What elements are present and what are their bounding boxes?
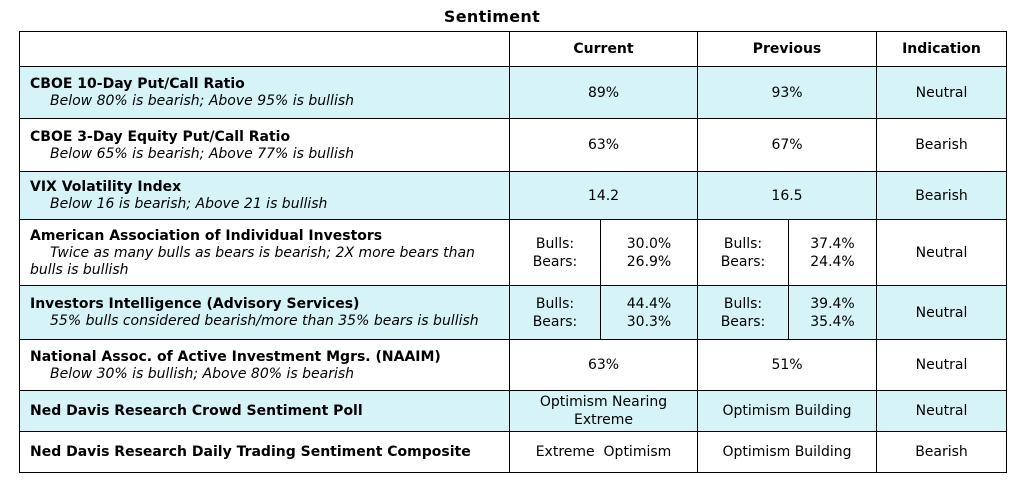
indicator-cell: Ned Davis Research Daily Trading Sentime…	[19, 431, 510, 473]
indicator-cell: Ned Davis Research Crowd Sentiment Poll	[19, 390, 510, 432]
indication-value: Neutral	[876, 66, 1007, 119]
current-value: Optimism Nearing Extreme	[509, 390, 698, 432]
previous-value: Optimism Building	[697, 431, 877, 473]
table-row: American Association of Individual Inves…	[19, 219, 1007, 286]
bulls-value: 39.4%	[810, 295, 855, 312]
bulls-label: Bulls:	[535, 295, 575, 312]
indicator-cell: VIX Volatility Index Below 16 is bearish…	[19, 171, 510, 220]
indication-value: Bearish	[876, 171, 1007, 220]
bulls-label: Bulls:	[535, 235, 575, 252]
indicator-description: Twice as many bulls as bears is bearish;…	[50, 244, 475, 261]
indicator-cell: National Assoc. of Active Investment Mgr…	[19, 339, 510, 391]
current-split-cell: Bulls: Bears: 44.4% 30.3%	[509, 285, 698, 340]
previous-value: 16.5	[697, 171, 877, 220]
table-row: VIX Volatility Index Below 16 is bearish…	[19, 171, 1007, 220]
header-row: Current Previous Indication	[19, 31, 1007, 67]
indication-value: Neutral	[876, 285, 1007, 340]
bulls-value: 44.4%	[626, 295, 672, 312]
indication-value: Neutral	[876, 390, 1007, 432]
bulls-label: Bulls:	[723, 295, 763, 312]
bears-value: 24.4%	[810, 253, 855, 270]
bears-value: 26.9%	[626, 253, 672, 270]
table-row: Ned Davis Research Crowd Sentiment Poll …	[19, 390, 1007, 432]
header-previous: Previous	[697, 31, 877, 67]
bears-label: Bears:	[532, 253, 578, 270]
table-row: Investors Intelligence (Advisory Service…	[19, 285, 1007, 340]
indicator-cell: CBOE 3-Day Equity Put/Call Ratio Below 6…	[19, 118, 510, 172]
table-row: Ned Davis Research Daily Trading Sentime…	[19, 431, 1007, 473]
indicator-name: National Assoc. of Active Investment Mgr…	[30, 348, 441, 365]
previous-value: 51%	[697, 339, 877, 391]
indicator-name: CBOE 10-Day Put/Call Ratio	[30, 76, 245, 92]
indicator-cell: Investors Intelligence (Advisory Service…	[19, 285, 510, 340]
table-row: CBOE 10-Day Put/Call Ratio Below 80% is …	[19, 66, 1007, 119]
indicator-cell: CBOE 10-Day Put/Call Ratio Below 80% is …	[19, 66, 510, 119]
current-value: 63%	[509, 339, 698, 391]
header-indicator	[19, 31, 510, 67]
bulls-label: Bulls:	[723, 235, 763, 252]
previous-value: 67%	[697, 118, 877, 172]
previous-value: 93%	[697, 66, 877, 119]
indicator-name: VIX Volatility Index	[30, 179, 182, 195]
indicator-description: Below 16 is bearish; Above 21 is bullish	[50, 196, 328, 212]
table-row: National Assoc. of Active Investment Mgr…	[19, 339, 1007, 391]
indicator-description: 55% bulls considered bearish/more than 3…	[50, 313, 479, 329]
bears-label: Bears:	[532, 313, 578, 330]
current-value: 14.2	[509, 171, 698, 220]
bulls-value: 30.0%	[626, 235, 672, 252]
indicator-cell: American Association of Individual Inves…	[19, 219, 510, 286]
table-title: Sentiment	[443, 7, 541, 26]
indicator-name: Ned Davis Research Daily Trading Sentime…	[30, 444, 471, 460]
indicator-name: Investors Intelligence (Advisory Service…	[30, 296, 360, 312]
sentiment-table: Current Previous Indication CBOE 10-Day …	[19, 31, 1007, 473]
indicator-description: Below 80% is bearish; Above 95% is bulli…	[50, 93, 355, 109]
current-split-cell: Bulls: Bears: 30.0% 26.9%	[509, 219, 698, 286]
bears-value: 30.3%	[626, 313, 672, 330]
indicator-name: CBOE 3-Day Equity Put/Call Ratio	[30, 128, 291, 145]
current-value: Extreme Optimism	[509, 431, 698, 473]
current-value: 89%	[509, 66, 698, 119]
header-indication: Indication	[876, 31, 1007, 67]
indicator-name: Ned Davis Research Crowd Sentiment Poll	[30, 403, 363, 419]
current-value-line2: Extreme	[574, 412, 633, 428]
indicator-description: Below 30% is bullish; Above 80% is beari…	[50, 365, 355, 382]
bears-label: Bears:	[720, 253, 766, 270]
previous-split-cell: Bulls: Bears: 39.4% 35.4%	[697, 285, 877, 340]
previous-split-cell: Bulls: Bears: 37.4% 24.4%	[697, 219, 877, 286]
indicator-description: Below 65% is bearish; Above 77% is bulli…	[50, 145, 355, 162]
bulls-value: 37.4%	[810, 235, 855, 252]
indicator-description-cont: bulls is bullish	[30, 261, 129, 278]
bears-value: 35.4%	[810, 313, 855, 330]
indication-value: Bearish	[876, 431, 1007, 473]
table-row: CBOE 3-Day Equity Put/Call Ratio Below 6…	[19, 118, 1007, 172]
bears-label: Bears:	[720, 313, 766, 330]
current-value-line1: Optimism Nearing	[539, 394, 668, 410]
current-value: 63%	[509, 118, 698, 172]
header-current: Current	[509, 31, 698, 67]
indication-value: Bearish	[876, 118, 1007, 172]
indicator-name: American Association of Individual Inves…	[30, 227, 383, 244]
indication-value: Neutral	[876, 339, 1007, 391]
indication-value: Neutral	[876, 219, 1007, 286]
previous-value: Optimism Building	[697, 390, 877, 432]
